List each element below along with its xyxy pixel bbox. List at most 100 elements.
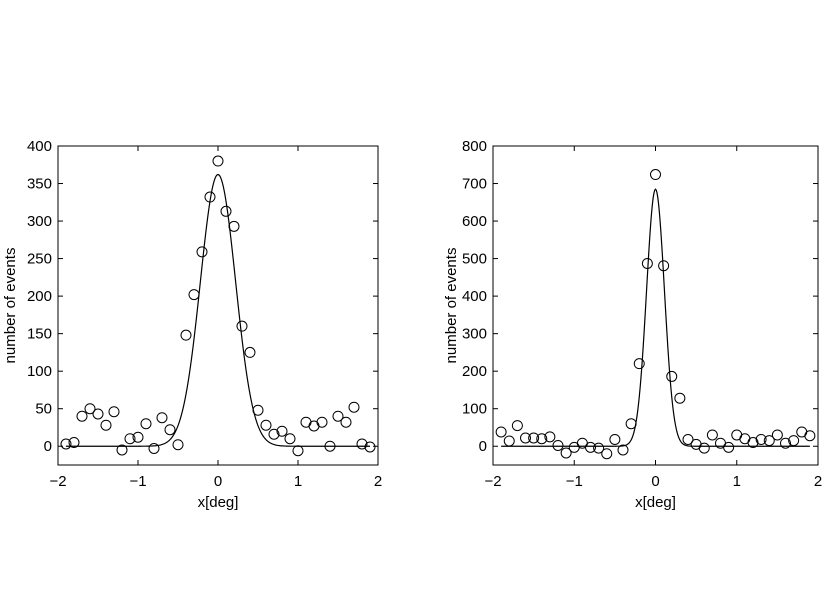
- data-point: [276, 425, 288, 437]
- data-point: [140, 418, 152, 430]
- y-axis-label: number of events: [2, 248, 19, 364]
- data-point: [148, 442, 160, 454]
- x-tick-label: −1: [566, 473, 583, 490]
- data-point: [68, 436, 80, 448]
- data-point: [536, 433, 548, 445]
- right-plot: −2 −1 0 1 2 0 100 200 300 400 500 600 700 800 x[deg] nu…: [443, 138, 822, 511]
- x-tick-label: 2: [374, 473, 382, 490]
- data-point: [268, 428, 280, 440]
- data-point: [316, 416, 328, 428]
- data-point: [780, 437, 791, 449]
- data-point: [252, 404, 264, 416]
- data-point: [495, 426, 507, 438]
- data-point: [633, 358, 645, 370]
- data-point: [723, 441, 735, 453]
- y-tick-label: 250: [27, 251, 52, 268]
- data-point: [585, 441, 596, 453]
- data-point: [641, 257, 653, 269]
- x-tick-label: 0: [214, 473, 222, 490]
- x-tick-label: 1: [294, 473, 302, 490]
- data-point: [220, 205, 232, 217]
- x-tick-label: 0: [651, 473, 659, 490]
- data-point: [188, 289, 200, 301]
- y-tick-label: 100: [27, 363, 52, 380]
- data-point: [698, 442, 710, 454]
- data-point: [601, 448, 613, 460]
- x-axis-label: x[deg]: [635, 494, 676, 511]
- data-point: [204, 191, 216, 203]
- data-point: [156, 412, 168, 424]
- y-tick-label: 150: [27, 326, 52, 343]
- y-tick-label: 400: [27, 138, 52, 155]
- data-point: [755, 433, 767, 445]
- y-tick-label: 350: [27, 176, 52, 193]
- fit-curve: [501, 188, 810, 447]
- y-tick-label: 800: [462, 138, 487, 155]
- data-point: [658, 260, 670, 272]
- data-point: [771, 429, 783, 441]
- data-point: [332, 410, 344, 422]
- y-tick-label: 300: [462, 326, 487, 343]
- data-point: [804, 430, 816, 442]
- y-tick-label: 200: [27, 288, 52, 305]
- data-point: [116, 444, 128, 456]
- y-tick-label: 100: [462, 401, 487, 418]
- plot-frame: [492, 145, 819, 466]
- data-point: [132, 431, 144, 443]
- y-tick-label: 500: [462, 251, 487, 268]
- x-tick-label: −2: [484, 473, 501, 490]
- x-tick-label: 1: [733, 473, 741, 490]
- left-plot: −2 −1 0 1 2 0 50 100 150 200 250 300 350 400 x[deg] num…: [2, 138, 382, 511]
- y-tick-label: 0: [44, 438, 52, 455]
- data-point: [650, 169, 661, 181]
- data-point: [340, 416, 352, 428]
- data-point: [788, 435, 800, 447]
- data-point: [108, 406, 120, 418]
- data-point: [666, 370, 678, 382]
- data-point: [260, 419, 272, 431]
- data-point: [560, 447, 572, 459]
- x-tick-label: −2: [49, 473, 66, 490]
- plot-frame: [57, 145, 379, 466]
- data-point: [625, 418, 637, 430]
- data-point: [520, 432, 531, 444]
- fit-curve: [66, 173, 370, 447]
- data-point: [284, 433, 296, 445]
- x-axis-label: x[deg]: [198, 494, 239, 511]
- data-point: [356, 438, 368, 450]
- y-tick-label: 400: [462, 288, 487, 305]
- data-point: [236, 320, 248, 332]
- data-point: [172, 439, 184, 451]
- y-tick-label: 600: [462, 213, 487, 230]
- data-point: [552, 439, 564, 451]
- data-point: [92, 408, 104, 420]
- y-tick-label: 50: [35, 401, 52, 418]
- data-point: [763, 435, 775, 447]
- data-point: [682, 433, 694, 445]
- data-point: [164, 424, 176, 436]
- data-point: [76, 410, 88, 422]
- data-point: [593, 442, 605, 454]
- data-point: [503, 435, 515, 447]
- data-point: [212, 155, 224, 167]
- data-point: [747, 436, 759, 448]
- data-point: [124, 433, 136, 445]
- data-point: [100, 419, 112, 431]
- y-tick-label: 200: [462, 363, 487, 380]
- y-tick-label: 700: [462, 176, 487, 193]
- data-point: [609, 433, 621, 445]
- data-point: [364, 441, 376, 453]
- data-point: [617, 444, 629, 456]
- data-point: [511, 420, 523, 432]
- data-point: [84, 403, 96, 415]
- x-tick-label: −1: [129, 473, 146, 490]
- data-point: [180, 329, 192, 341]
- data-point: [528, 432, 540, 444]
- data-point: [60, 438, 72, 450]
- data-point: [292, 445, 304, 457]
- data-point: [706, 429, 718, 441]
- data-point: [244, 346, 256, 358]
- y-axis-label: number of events: [443, 248, 460, 364]
- data-point: [196, 246, 208, 258]
